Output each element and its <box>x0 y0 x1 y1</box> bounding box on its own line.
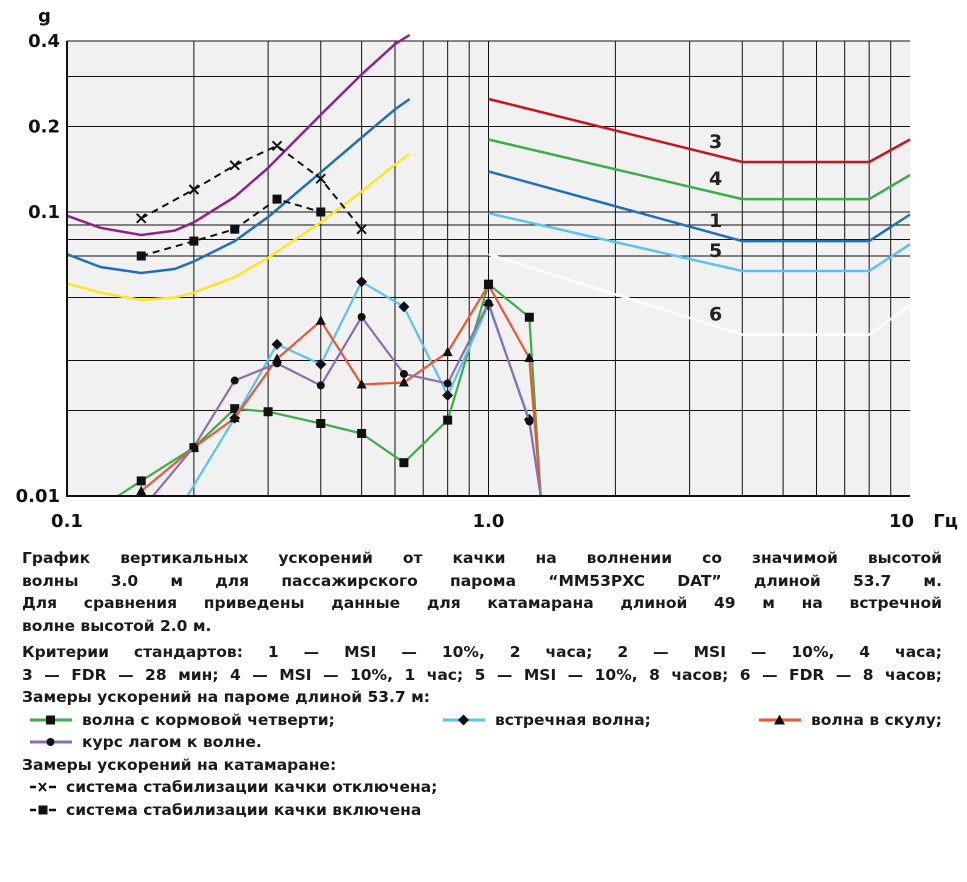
data-point <box>524 352 535 363</box>
data-point <box>442 389 454 401</box>
data-point <box>263 407 273 417</box>
legend-swatch-stab-on <box>30 805 56 815</box>
data-point <box>357 312 366 321</box>
legend-label-head: встречная волна; <box>494 710 651 729</box>
data-point <box>399 458 409 468</box>
caption-title-line-2: волны 3.0 м для пассажирского парома “MM… <box>22 571 942 590</box>
data-point <box>272 194 282 204</box>
data-point <box>136 213 147 224</box>
x-tick-label: 0.1 <box>51 511 83 532</box>
criterion-label-5: 5 <box>709 240 722 262</box>
legend-label-stern: волна с кормовой четверти; <box>82 710 335 729</box>
data-point <box>484 299 493 308</box>
data-point <box>315 358 327 370</box>
data-point <box>229 160 240 171</box>
series-5 <box>136 140 367 235</box>
data-point <box>443 379 452 388</box>
legend-row-cat-1: система стабилизации качки отключена; <box>22 776 942 799</box>
chart-axes: g 0.4 0.2 0.1 0.01 0.1 1.0 10 Гц <box>16 6 958 532</box>
data-point <box>357 428 367 438</box>
criterion-curve-3 <box>66 152 411 302</box>
data-point <box>271 338 283 350</box>
criterion-label-4: 4 <box>709 168 722 190</box>
x-axis-unit: Гц <box>933 511 958 532</box>
criterion-line-6 <box>488 253 911 336</box>
data-point <box>442 346 453 357</box>
data-point <box>188 184 200 195</box>
data-point <box>398 376 409 387</box>
caption-title-line-1: График вертикальных ускорений от качки н… <box>22 549 942 567</box>
legend-swatch-stab-off <box>30 782 56 792</box>
caption-title-line-3: Для сравнения приведены данные для катам… <box>22 594 942 612</box>
data-point <box>315 315 326 325</box>
criterion-curve-1 <box>66 33 411 237</box>
series-line-5 <box>140 144 363 230</box>
legend-label-stab-off: система стабилизации качки отключена; <box>66 778 438 796</box>
criterion-line-1 <box>488 170 911 243</box>
y-tick-label: 0.1 <box>28 202 60 223</box>
legend-swatch-bow <box>758 714 801 725</box>
data-point <box>316 381 325 390</box>
criterion-line-5 <box>488 211 911 273</box>
y-tick-label: 0.2 <box>28 116 60 137</box>
y-tick-label: 0.4 <box>28 31 60 52</box>
criterion-label-3: 3 <box>709 131 722 153</box>
legend-row-ferry-2: курс лагом к волне. <box>22 731 942 754</box>
criteria-line-2: 3 — FDR — 28 мин; 4 — MSI — 10%, 1 час; … <box>22 665 942 684</box>
data-point <box>315 173 326 184</box>
criterion-label-1: 1 <box>709 210 722 232</box>
legend-label-beam: курс лагом к волне. <box>82 733 262 751</box>
data-point <box>524 312 534 322</box>
data-point <box>189 442 198 451</box>
criterion-curves <box>66 33 411 302</box>
criteria-lines: 3 4 1 5 6 <box>488 97 911 336</box>
data-point <box>229 412 240 423</box>
data-point <box>136 251 146 261</box>
data-point <box>398 301 410 313</box>
legend-swatch-head <box>442 714 485 726</box>
series-4 <box>152 299 542 497</box>
y-tick-label: 0.01 <box>16 486 60 507</box>
legend-label-bow: волна в скулу; <box>810 710 942 729</box>
legend-label-stab-on: система стабилизации качки включена <box>66 800 422 819</box>
data-point <box>525 417 534 426</box>
data-point <box>443 415 453 425</box>
criterion-curve-2 <box>66 97 411 275</box>
y-axis-unit: g <box>38 6 51 27</box>
chart-caption: График вертикальных ускорений от качки н… <box>22 547 942 821</box>
data-point <box>136 485 147 496</box>
data-point <box>356 276 368 288</box>
catamaran-heading: Замеры ускорений на катамаране: <box>22 755 337 774</box>
criterion-line-4 <box>488 138 911 201</box>
x-tick-label: 10 <box>889 511 914 532</box>
acceleration-chart: 3 4 1 5 6 g 0.4 0.2 0.1 0.01 0.1 1.0 10 Гц <box>16 6 958 532</box>
legend-swatch-stern <box>30 715 72 725</box>
legend-row-ferry-1: волна с кормовой четверти; встречная вол… <box>22 709 942 732</box>
data-point <box>189 236 199 246</box>
data-point <box>316 419 326 429</box>
data-point <box>483 279 494 290</box>
criterion-line-3 <box>488 97 911 164</box>
criteria-line-1: Критерии стандартов: 1 — MSI — 10%, 2 ча… <box>22 643 942 661</box>
legend-row-cat-2: система стабилизации качки включена <box>22 799 942 822</box>
legend-swatch-beam <box>30 738 72 747</box>
data-point <box>356 223 367 235</box>
x-tick-label: 1.0 <box>473 511 505 532</box>
data-point <box>356 378 367 389</box>
data-point <box>230 404 240 414</box>
data-point <box>230 224 240 234</box>
series-6 <box>136 194 326 261</box>
chart-grid <box>67 40 910 496</box>
data-point <box>399 369 408 378</box>
caption-title-line-4: волне высотой 2.0 м. <box>22 616 212 635</box>
data-point <box>271 140 283 152</box>
criterion-label-6: 6 <box>709 304 722 326</box>
data-point <box>316 207 326 217</box>
data-point <box>273 359 282 368</box>
measurement-series <box>117 140 544 498</box>
ferry-heading: Замеры ускорений на пароме длиной 53.7 м… <box>22 688 430 706</box>
data-point <box>230 376 239 385</box>
data-point <box>136 476 146 486</box>
